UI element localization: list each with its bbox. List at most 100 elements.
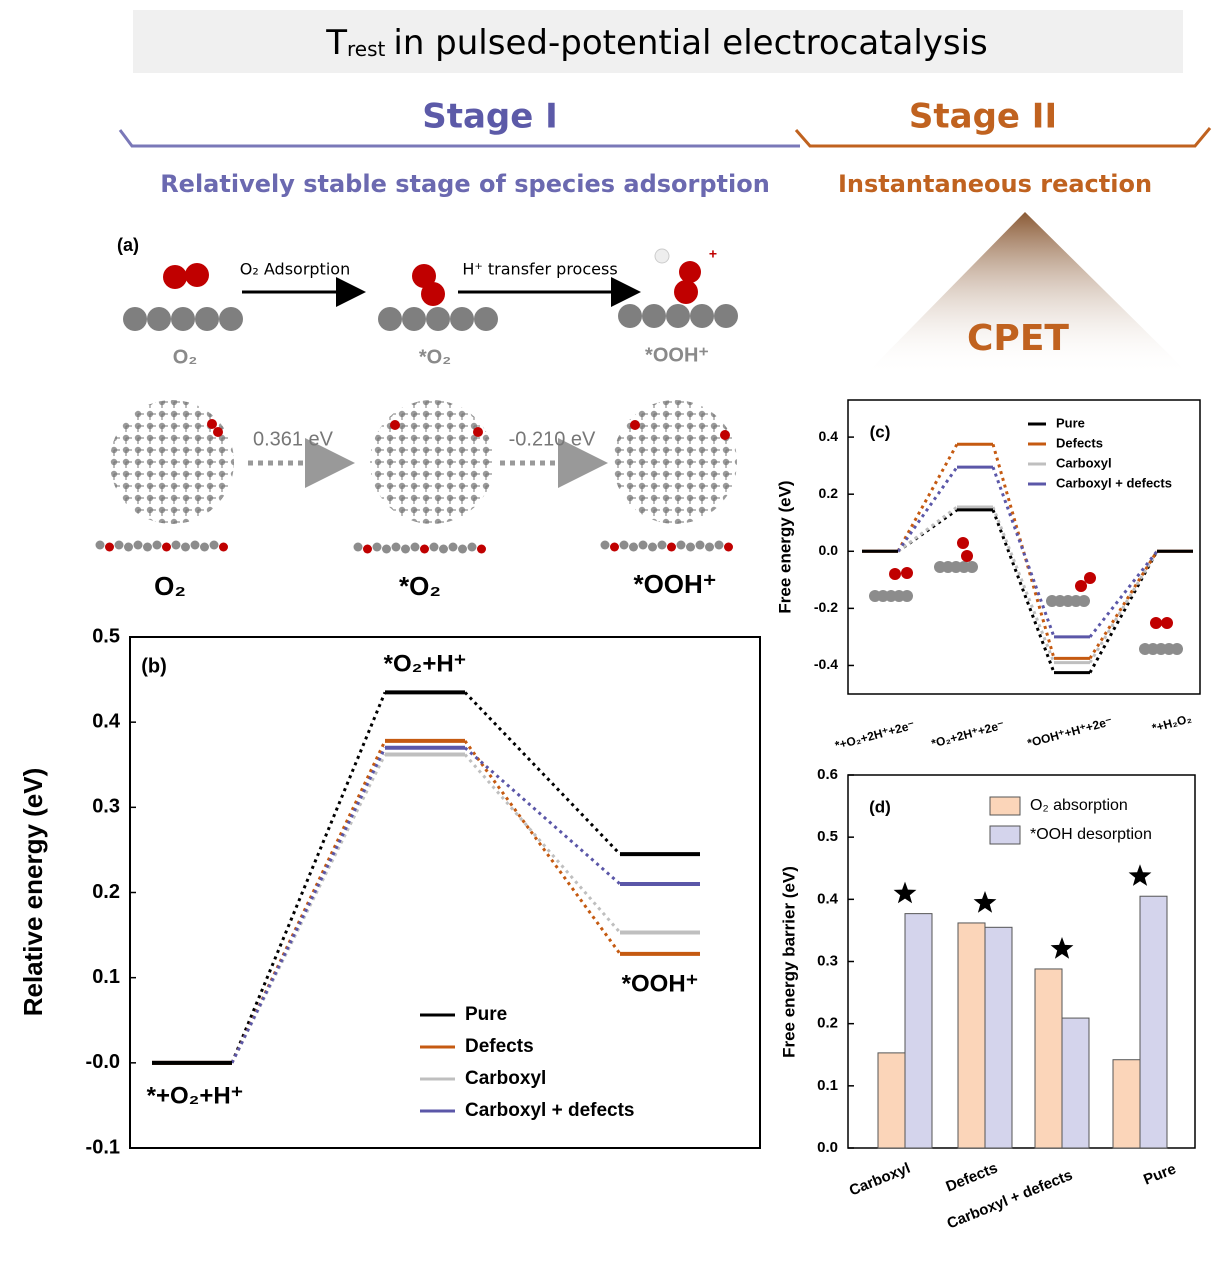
energy-label: -0.210 eV: [509, 428, 596, 450]
substrate-atom: [474, 307, 498, 331]
oxygen-atom: [720, 430, 730, 440]
structure: [370, 400, 494, 524]
substrate-atom: [666, 304, 690, 328]
connector: [1088, 550, 1159, 664]
side-atom: [353, 542, 363, 552]
substrate-atom: [219, 307, 243, 331]
side-atom: [429, 542, 439, 552]
side-atom: [219, 542, 228, 552]
category-label: *+H₂O₂: [1150, 711, 1193, 735]
side-atom: [363, 544, 372, 554]
side-atom: [439, 544, 448, 554]
bar: [1034, 968, 1063, 1149]
side-atom: [629, 542, 638, 552]
star: [1128, 864, 1152, 886]
y-tick-label: 0.1: [817, 1077, 838, 1094]
y-tick-label: 0.2: [819, 485, 839, 501]
side-atom: [648, 542, 657, 552]
substrate-atom: [402, 307, 426, 331]
substrate-atom: [642, 304, 666, 328]
side-atom: [600, 540, 610, 550]
y-axis-label: Relative energy (eV): [18, 768, 48, 1017]
connector: [896, 443, 959, 553]
side-atom: [171, 540, 181, 550]
y-tick-label: 0.0: [817, 1139, 838, 1156]
category-label: Pure: [1141, 1160, 1178, 1188]
side-atom: [401, 544, 410, 554]
substrate-atom: [618, 304, 642, 328]
oxygen-atom: [679, 261, 701, 283]
category-label: *O₂+2H⁺+2e⁻: [930, 718, 1006, 751]
oxygen-atom: [674, 280, 698, 304]
connector: [896, 466, 959, 553]
panel-label: (c): [870, 422, 891, 441]
icon-oxygen: [901, 567, 913, 579]
legend-label: Pure: [465, 1004, 507, 1025]
oxygen-atom: [412, 264, 436, 288]
side-atom: [686, 542, 695, 552]
side-atom: [391, 542, 401, 552]
y-tick-label: 0.5: [92, 625, 120, 647]
oxygen-atom: [630, 420, 640, 430]
icon-oxygen: [1075, 580, 1087, 592]
state-label: *OOH⁺: [645, 344, 709, 366]
icon-oxygen: [889, 568, 901, 580]
star: [1050, 937, 1074, 959]
title-main: T: [325, 23, 347, 63]
panel-label: (a): [117, 235, 139, 255]
side-atom: [162, 542, 171, 552]
icon-atom: [1171, 643, 1183, 655]
connector: [463, 740, 622, 955]
legend-label: Carboxyl + defects: [465, 1100, 635, 1121]
connector: [991, 509, 1056, 674]
legend-label: Defects: [465, 1036, 534, 1057]
title: Trest in pulsed-potential electrocatalysi…: [325, 23, 988, 63]
plot-frame: [847, 399, 1201, 695]
stage-1-desc: Relatively stable stage of species adsor…: [160, 170, 770, 198]
stage-2: Stage II: [909, 97, 1057, 137]
side-atom: [695, 540, 705, 550]
side-atom: [724, 542, 733, 552]
y-tick-label: 0.3: [92, 796, 120, 818]
icon-oxygen: [961, 550, 973, 562]
structure: [613, 400, 737, 524]
connector: [991, 443, 1056, 659]
side-atom: [676, 540, 686, 550]
oxygen-atom: [207, 419, 217, 429]
title-band: [133, 10, 1183, 73]
bracket-2: [794, 127, 1212, 148]
substrate-atom: [123, 307, 147, 331]
connector: [463, 753, 622, 934]
side-atom: [410, 542, 420, 552]
oxygen-atom: [213, 427, 223, 437]
substrate-atom: [195, 307, 219, 331]
plot-frame: [129, 636, 761, 1149]
substrate-atom: [714, 304, 738, 328]
structure-label: *OOH⁺: [633, 569, 716, 599]
side-atom: [181, 542, 190, 552]
side-atom: [190, 540, 200, 550]
stage-2-desc: Instantaneous reaction: [838, 170, 1152, 198]
icon-atom: [1078, 595, 1090, 607]
legend-label: Carboxyl: [465, 1068, 546, 1089]
state-label: *O₂: [419, 346, 451, 368]
oxygen-atom: [185, 263, 209, 287]
bar: [1061, 1017, 1090, 1149]
side-atom: [467, 542, 477, 552]
y-tick-label: -0.4: [814, 656, 838, 672]
side-atom: [448, 542, 458, 552]
legend-label: Pure: [1056, 415, 1085, 430]
side-atom: [667, 542, 676, 552]
legend-label: *OOH desorption: [1030, 826, 1152, 843]
connector: [991, 466, 1056, 638]
side-atom: [657, 540, 667, 550]
side-atom: [114, 540, 124, 550]
title-sub: rest: [347, 37, 386, 61]
side-atom: [420, 544, 429, 554]
side-atom: [638, 540, 648, 550]
bar: [1139, 895, 1168, 1149]
arrow-label: H⁺ transfer process: [462, 260, 617, 279]
y-tick-label: 0.4: [819, 428, 839, 444]
structure: [110, 400, 234, 524]
oxygen-atom: [473, 427, 483, 437]
